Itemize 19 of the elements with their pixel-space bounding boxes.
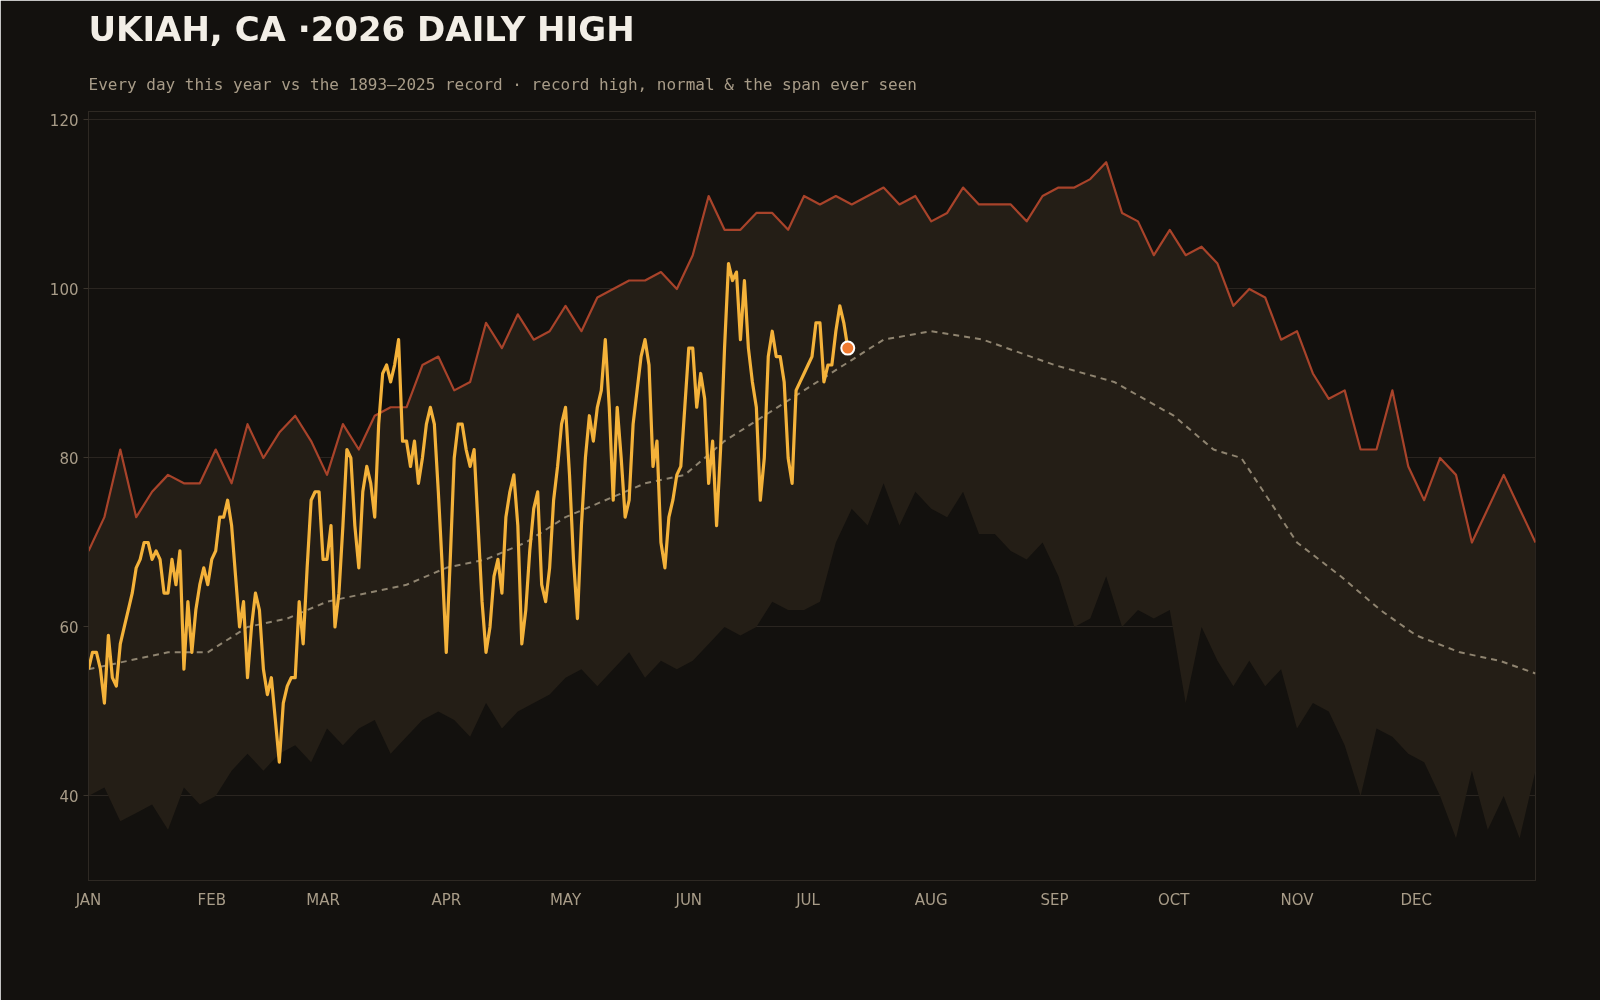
x-tick-label: SEP	[1040, 890, 1069, 909]
x-tick-label: JUL	[795, 890, 821, 909]
x-tick-label: MAR	[306, 890, 340, 909]
x-tick-label: APR	[431, 890, 462, 909]
y-tick-label: 100	[49, 280, 79, 299]
x-tick-label: OCT	[1158, 890, 1191, 909]
x-tick-label: FEB	[197, 890, 226, 909]
y-tick-label: 40	[59, 787, 79, 806]
y-tick-label: 80	[59, 449, 79, 468]
chart-title: UKIAH, CA ·2026 DAILY HIGH	[88, 8, 635, 49]
x-tick-label: MAY	[549, 890, 582, 909]
x-tick-label: JUN	[674, 890, 703, 909]
x-tick-label: JAN	[74, 890, 102, 909]
y-tick-label: 60	[59, 618, 79, 637]
x-tick-label: AUG	[914, 890, 948, 909]
y-tick-label: 120	[49, 111, 79, 130]
chart-subtitle: Every day this year vs the 1893–2025 record · record high, normal & the span ever seen	[88, 74, 917, 94]
x-tick-label: NOV	[1280, 890, 1315, 909]
x-tick-label: DEC	[1400, 890, 1433, 909]
